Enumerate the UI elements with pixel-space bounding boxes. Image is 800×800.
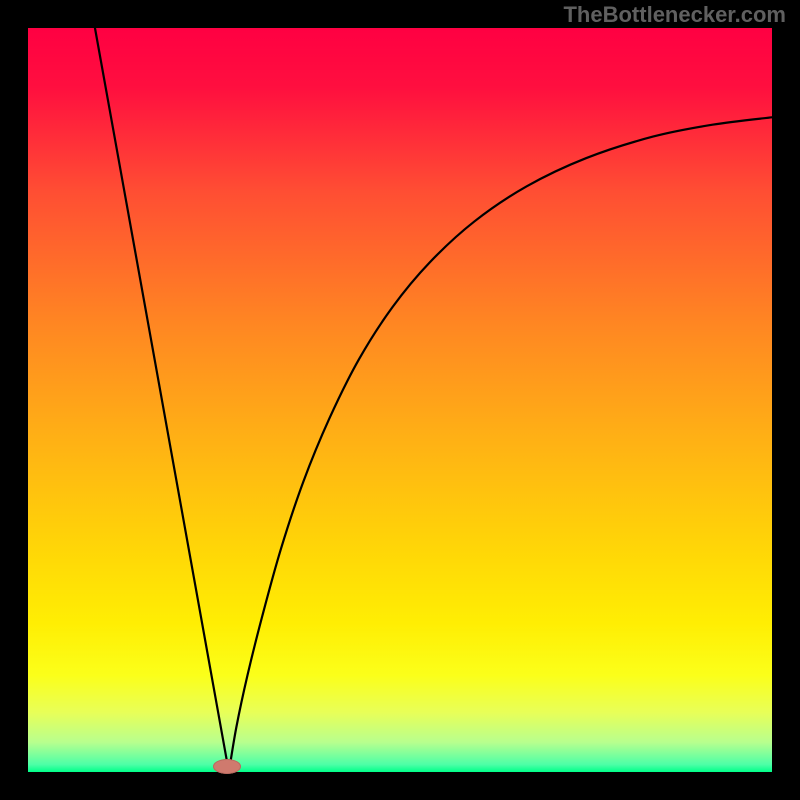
watermark-text: TheBottlenecker.com xyxy=(563,2,786,28)
bottleneck-curve xyxy=(0,0,800,800)
min-point-marker xyxy=(213,759,241,774)
chart-container: { "canvas": { "width": 800, "height": 80… xyxy=(0,0,800,800)
